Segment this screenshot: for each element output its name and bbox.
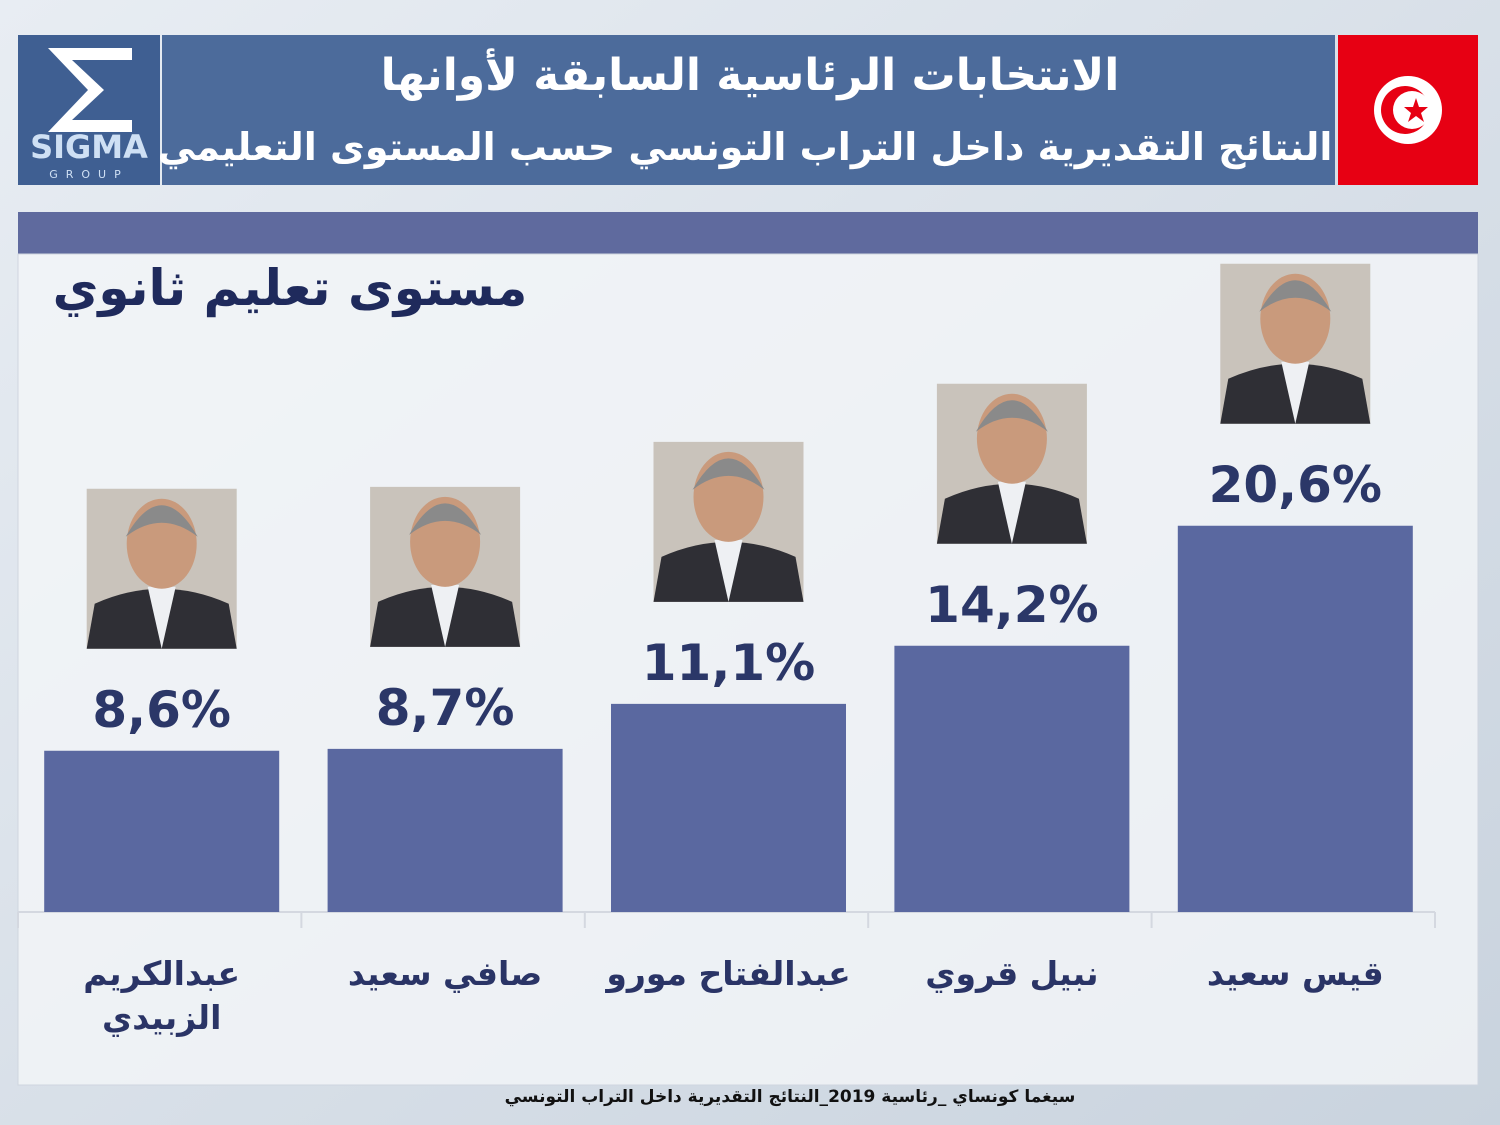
x-tick-label: عبدالكريم الزبيدي	[83, 954, 241, 1037]
value-label: 8,7%	[376, 679, 515, 737]
title-box	[162, 35, 1335, 185]
candidate-photo-hair	[409, 503, 482, 535]
bar	[611, 703, 846, 912]
candidate-photo-collar	[147, 586, 176, 649]
value-label: 11,1%	[642, 634, 815, 692]
bar	[1177, 525, 1413, 912]
value-label: 14,2%	[925, 576, 1098, 634]
candidate-photo-hair	[692, 458, 765, 490]
candidate-photo-collar	[714, 539, 743, 602]
bar	[44, 750, 280, 912]
candidate-photo-hair	[125, 505, 198, 537]
x-tick-label: قيس سعيد	[1206, 954, 1384, 993]
x-tick-label: عبدالفتاح مورو	[606, 954, 851, 993]
value-label: 20,6%	[1209, 456, 1382, 514]
x-tick-label: نبيل قروي	[925, 954, 1099, 993]
flag-star	[1404, 98, 1428, 122]
logo-sigma	[48, 48, 132, 132]
logo-tagline: GROUP	[49, 168, 129, 181]
candidate-photo-collar	[431, 584, 460, 647]
value-label: 8,6%	[92, 681, 231, 739]
subtitle: النتائج التقديرية داخل التراب التونسي حس…	[158, 125, 1333, 169]
footer: سيغما كونساي _رئاسية 2019_النتائج التقدي…	[505, 1087, 1076, 1107]
chart-title: مستوى تعليم ثانوي	[53, 259, 528, 318]
bar	[327, 748, 563, 912]
band	[18, 212, 1478, 254]
candidate-photo-hair	[975, 400, 1048, 432]
logo-name: SIGMA	[30, 128, 148, 166]
candidate-photo-collar	[997, 481, 1026, 544]
x-tick-label: صافي سعيد	[347, 954, 543, 993]
candidate-photo-hair	[1259, 280, 1332, 312]
title: الانتخابات الرئاسية السابقة لأوانها	[381, 48, 1120, 101]
candidate-photo-collar	[1281, 361, 1310, 424]
bar	[894, 645, 1130, 912]
